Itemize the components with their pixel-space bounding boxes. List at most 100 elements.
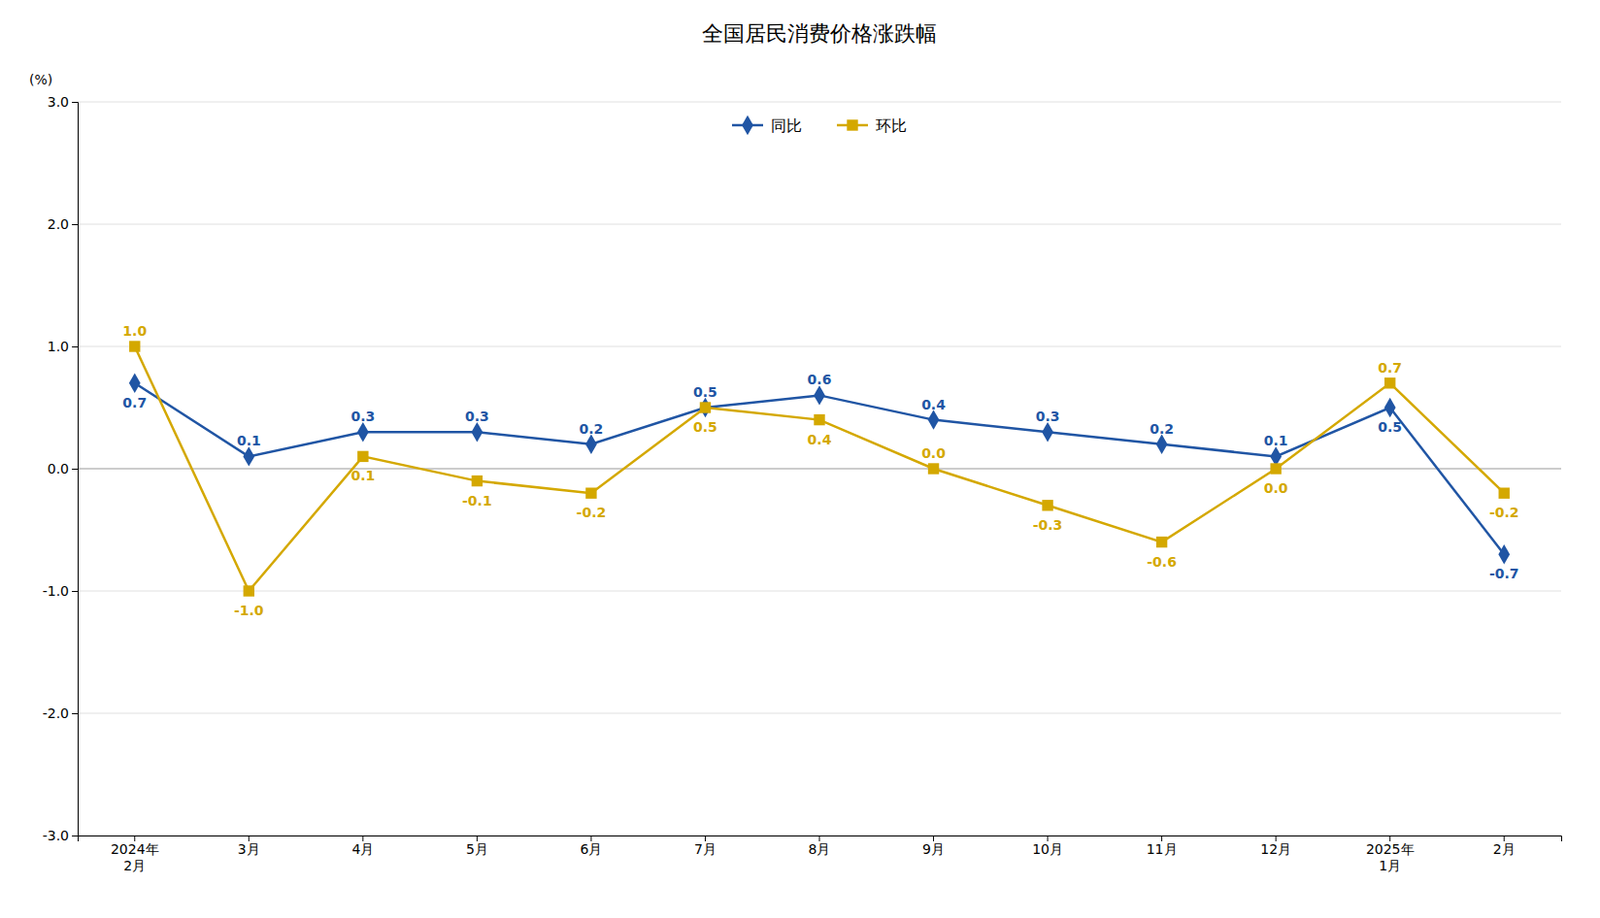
series-marker	[129, 340, 140, 352]
legend-swatch-marker	[741, 115, 754, 135]
grid-line	[77, 224, 1562, 226]
series-marker	[1156, 434, 1168, 455]
legend: 同比 环比	[732, 115, 907, 135]
legend-item: 同比	[732, 115, 802, 135]
series-marker	[1041, 500, 1053, 511]
x-tick: 12月	[1260, 835, 1292, 858]
tick-mark	[71, 224, 78, 226]
x-tick-label-line: 2024年	[110, 841, 160, 858]
y-tick-label: -1.0	[42, 583, 69, 600]
x-tick-label-line: 5月	[466, 841, 489, 858]
data-label: 0.1	[1264, 433, 1289, 449]
data-label: 0.5	[1377, 419, 1402, 435]
series-marker	[585, 487, 597, 499]
x-tick: 2024年2月	[110, 835, 160, 874]
series-marker	[1041, 422, 1054, 442]
data-label: -1.0	[233, 602, 265, 619]
y-tick-label: 1.0	[47, 338, 69, 355]
data-label: 0.3	[350, 408, 375, 425]
x-tick: 7月	[694, 835, 717, 858]
x-tick-label: 11月	[1146, 841, 1178, 858]
legend-label: 同比	[770, 116, 802, 135]
y-tick: 1.0	[47, 338, 78, 355]
data-label: 0.5	[693, 384, 718, 400]
data-label: 0.5	[693, 419, 718, 435]
x-tick-label-line: 1月	[1378, 858, 1401, 874]
title: 全国居民消费价格涨跌幅	[701, 21, 937, 46]
tick-mark	[71, 835, 78, 837]
zero-line	[77, 468, 1562, 470]
tick-mark	[71, 468, 78, 470]
legend-item: 环比	[836, 116, 907, 135]
series-marker	[1499, 487, 1510, 499]
y-tick-label: -3.0	[42, 828, 69, 844]
x-tick-label-line: 12月	[1260, 841, 1292, 858]
x-tick-label: 10月	[1032, 841, 1064, 858]
tick-mark	[71, 591, 78, 593]
data-label: 0.1	[350, 467, 375, 484]
series-marker	[700, 398, 712, 418]
series-line	[134, 346, 1504, 592]
axis-domain	[71, 102, 79, 837]
data-label: -0.2	[576, 504, 607, 521]
x-tick-label: 4月	[351, 841, 374, 858]
series-marker	[1156, 536, 1167, 548]
x-tick: 8月	[808, 835, 832, 858]
series-marker	[357, 451, 368, 463]
y-tick-label: 2.0	[47, 216, 69, 233]
x-tick: 4月	[351, 835, 374, 858]
tick-mark	[71, 346, 78, 348]
x-tick: 5月	[466, 835, 489, 858]
x-tick-label: 9月	[922, 841, 945, 858]
data-label: 0.4	[921, 397, 946, 413]
x-axis: 2024年2月 3月 4月 5月 6月 7月 8月 9月 10月 11月 12月 2025年1月 2月	[78, 835, 1563, 874]
x-tick-label: 2024年2月	[110, 841, 160, 875]
data-label: 0.6	[807, 371, 833, 388]
data-label: 0.7	[122, 395, 147, 411]
series-marker	[129, 373, 141, 394]
y-tick-label: 0.0	[47, 461, 69, 477]
data-label: 0.3	[465, 408, 490, 425]
x-tick-label-line: 11月	[1146, 841, 1178, 858]
x-tick: 2月	[1493, 835, 1516, 858]
x-tick: 10月	[1032, 835, 1064, 858]
y-tick-label: -2.0	[42, 705, 69, 722]
data-label: -0.2	[1489, 504, 1520, 521]
data-label: 0.7	[1377, 360, 1402, 376]
data-label: -0.1	[462, 493, 493, 509]
series-marker	[1269, 463, 1281, 474]
x-tick: 6月	[579, 835, 602, 858]
y-tick: -3.0	[42, 828, 78, 844]
series-marker	[1384, 398, 1397, 418]
grid-line	[77, 101, 1562, 103]
x-tick: 9月	[922, 835, 945, 858]
x-tick-label: 3月	[237, 841, 261, 858]
legend-label: 环比	[875, 116, 907, 135]
x-tick-label: 2025年1月	[1366, 841, 1415, 875]
x-tick: 3月	[237, 835, 261, 858]
chart-svg: -3.0-2.0-1.00.01.02.03.02024年2月3月4月5月6月7…	[0, 0, 1600, 918]
series-marker	[471, 475, 483, 487]
data-label: -0.7	[1489, 566, 1520, 582]
series-line	[134, 383, 1504, 555]
series-marker	[928, 463, 939, 474]
x-tick-label-line: 6月	[579, 841, 602, 858]
series-marker	[243, 585, 255, 597]
x-tick-label-line: 7月	[694, 841, 717, 858]
x-tick-label: 8月	[808, 841, 832, 858]
x-tick-label-line: 4月	[351, 841, 374, 858]
series-marker	[813, 385, 826, 405]
series-marker	[1498, 544, 1510, 565]
y-tick: -1.0	[42, 583, 78, 600]
data-label: 1.0	[122, 323, 147, 339]
series-marker	[470, 422, 483, 442]
data-label: 0.0	[1264, 480, 1289, 497]
marks	[129, 340, 1510, 597]
data-label: 0.2	[579, 421, 604, 437]
x-tick-label: 6月	[579, 841, 602, 858]
x-tick-label-line: 2月	[1493, 841, 1516, 858]
series-marker	[928, 409, 940, 430]
x-tick-label: 5月	[466, 841, 489, 858]
grid-line	[77, 346, 1562, 348]
x-tick-label-line: 8月	[808, 841, 832, 858]
